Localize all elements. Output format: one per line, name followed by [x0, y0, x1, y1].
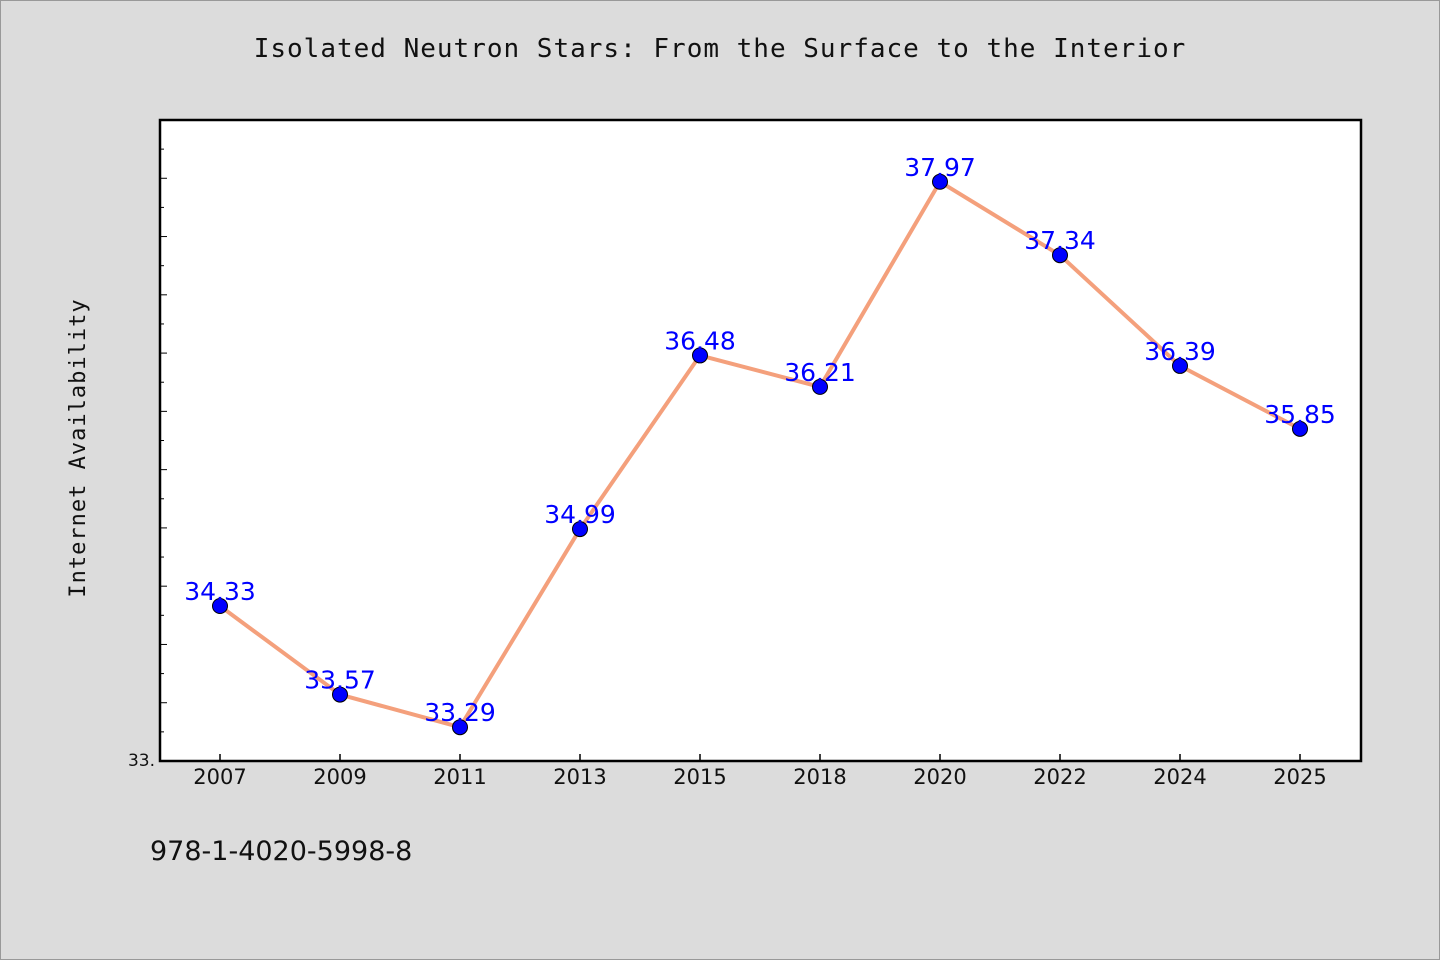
x-tick-label: 2013 — [553, 765, 606, 789]
series-line — [218, 179, 1301, 730]
x-tick-label: 2007 — [193, 765, 246, 789]
x-tick-label: 2009 — [313, 765, 366, 789]
x-tick-label: 2011 — [433, 765, 486, 789]
data-point — [1052, 247, 1068, 264]
x-tick-label: 2022 — [1033, 765, 1086, 789]
plot-area — [158, 118, 1363, 763]
data-label: 35.85 — [1264, 400, 1336, 429]
data-label: 36.39 — [1144, 337, 1216, 366]
data-label: 34.33 — [184, 577, 256, 606]
x-axis-tick-labels: 2007 2009 2011 2013 2015 2018 2020 2022 2024 2025 — [193, 765, 1326, 789]
chart-title: Isolated Neutron Stars: From the Surface… — [253, 34, 1187, 64]
data-point — [692, 347, 708, 364]
data-label: 36.48 — [664, 326, 736, 355]
data-point — [812, 378, 828, 395]
data-label: 33.29 — [424, 698, 496, 727]
y-axis-tick-label: 33. — [128, 751, 155, 771]
data-label: 37.97 — [904, 153, 976, 182]
x-tick-label: 2025 — [1273, 765, 1326, 789]
data-label: 33.57 — [304, 666, 376, 695]
y-axis-label: Internet Availability — [66, 298, 91, 597]
data-point — [572, 521, 588, 538]
x-tick-label: 2015 — [673, 765, 726, 789]
data-point — [212, 597, 228, 614]
data-point — [932, 173, 948, 190]
y-axis-ticks — [160, 148, 167, 733]
data-label: 36.21 — [784, 358, 856, 387]
x-axis-ticks — [219, 754, 1301, 761]
x-tick-label: 2018 — [793, 765, 846, 789]
x-tick-label: 2020 — [913, 765, 966, 789]
footer-code: 978-1-4020-5998-8 — [150, 836, 413, 867]
data-point — [1172, 357, 1188, 374]
data-point — [1292, 420, 1308, 437]
data-label: 37.34 — [1024, 226, 1096, 255]
x-tick-label: 2024 — [1153, 765, 1206, 789]
data-markers — [212, 173, 1308, 736]
data-labels: 34.33 33.57 33.29 34.99 36.48 36.21 37.97 37.34… — [184, 153, 1336, 727]
data-label: 34.99 — [544, 500, 616, 529]
series-line-group — [218, 179, 1301, 730]
data-point — [452, 719, 468, 736]
data-point — [332, 686, 348, 703]
